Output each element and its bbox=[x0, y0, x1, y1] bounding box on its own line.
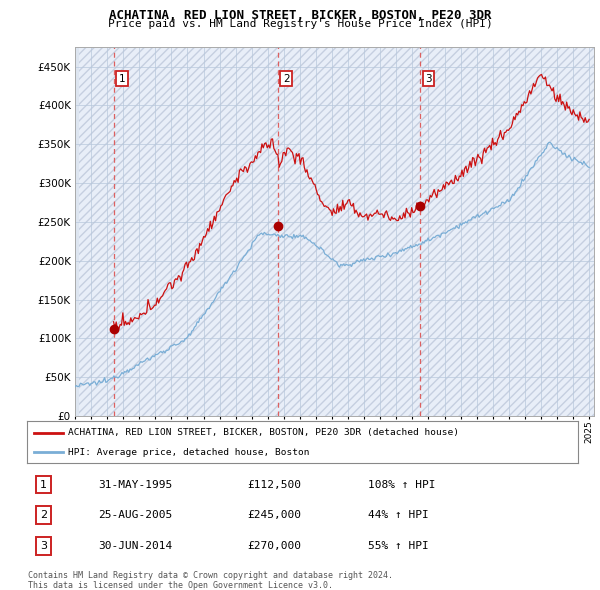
Text: £270,000: £270,000 bbox=[247, 541, 301, 551]
Text: 55% ↑ HPI: 55% ↑ HPI bbox=[368, 541, 429, 551]
Text: 1: 1 bbox=[40, 480, 47, 490]
Text: 25-AUG-2005: 25-AUG-2005 bbox=[98, 510, 173, 520]
Text: This data is licensed under the Open Government Licence v3.0.: This data is licensed under the Open Gov… bbox=[28, 581, 333, 589]
Text: Price paid vs. HM Land Registry's House Price Index (HPI): Price paid vs. HM Land Registry's House … bbox=[107, 19, 493, 30]
Text: ACHATINA, RED LION STREET, BICKER, BOSTON, PE20 3DR: ACHATINA, RED LION STREET, BICKER, BOSTO… bbox=[109, 9, 491, 22]
Text: 1: 1 bbox=[119, 74, 125, 84]
Text: 108% ↑ HPI: 108% ↑ HPI bbox=[368, 480, 436, 490]
Text: Contains HM Land Registry data © Crown copyright and database right 2024.: Contains HM Land Registry data © Crown c… bbox=[28, 571, 393, 580]
Text: £112,500: £112,500 bbox=[247, 480, 301, 490]
Text: £245,000: £245,000 bbox=[247, 510, 301, 520]
Text: 2: 2 bbox=[40, 510, 47, 520]
Text: 31-MAY-1995: 31-MAY-1995 bbox=[98, 480, 173, 490]
Text: 3: 3 bbox=[40, 541, 47, 551]
Text: 30-JUN-2014: 30-JUN-2014 bbox=[98, 541, 173, 551]
Text: HPI: Average price, detached house, Boston: HPI: Average price, detached house, Bost… bbox=[68, 448, 310, 457]
Text: 44% ↑ HPI: 44% ↑ HPI bbox=[368, 510, 429, 520]
Text: 3: 3 bbox=[425, 74, 432, 84]
Text: ACHATINA, RED LION STREET, BICKER, BOSTON, PE20 3DR (detached house): ACHATINA, RED LION STREET, BICKER, BOSTO… bbox=[68, 428, 460, 437]
Text: 2: 2 bbox=[283, 74, 290, 84]
